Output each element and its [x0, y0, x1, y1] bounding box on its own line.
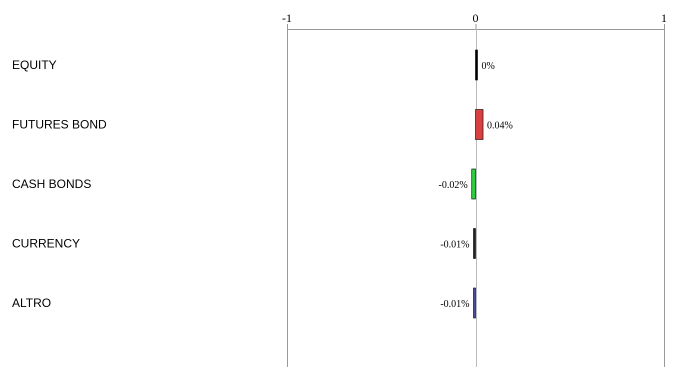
category-label: ALTRO [12, 296, 51, 310]
bar [475, 49, 478, 81]
data-label: 0% [482, 61, 495, 72]
x-tick-label: -1 [282, 11, 292, 25]
bar [471, 168, 476, 200]
bar [475, 109, 484, 140]
bar [473, 228, 476, 259]
data-label: 0.04% [487, 121, 513, 132]
category-label: CASH BONDS [12, 177, 91, 191]
x-tick-label: 1 [661, 11, 667, 25]
data-label: -0.02% [439, 180, 468, 191]
category-label: EQUITY [12, 58, 57, 72]
category-label: CURRENCY [12, 237, 80, 251]
category-label: FUTURES BOND [12, 118, 107, 132]
x-tick-label: 0 [473, 11, 479, 25]
data-label: -0.01% [440, 299, 469, 310]
data-label: -0.01% [440, 240, 469, 251]
bar [473, 287, 476, 319]
